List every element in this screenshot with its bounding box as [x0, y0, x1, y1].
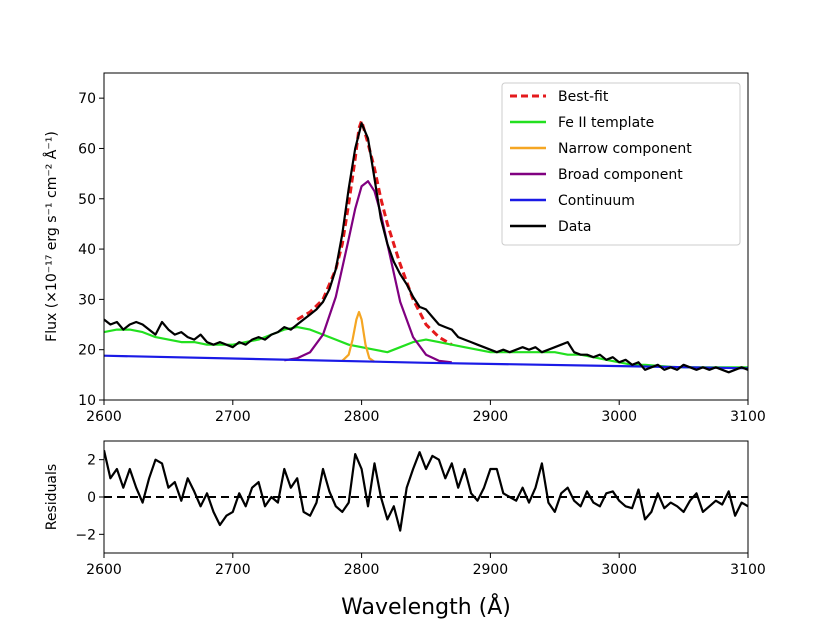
x-tick-label: 3100 — [730, 409, 766, 425]
y-tick-label: 50 — [78, 192, 96, 208]
legend-label: Best-fit — [558, 89, 609, 105]
y-tick-label: 20 — [78, 343, 96, 359]
x-tick-label: 3000 — [601, 409, 637, 425]
plot-area — [104, 119, 748, 374]
y-tick-label: 70 — [78, 91, 96, 107]
x-tick-label: 2900 — [473, 409, 509, 425]
series-line — [104, 122, 748, 374]
x-axis-label: Wavelength (Å) — [341, 593, 511, 620]
series-line — [104, 450, 748, 532]
legend-label: Continuum — [558, 193, 635, 209]
y-tick-label: 2 — [87, 453, 96, 469]
x-tick-label: 2700 — [215, 562, 251, 578]
series-line — [341, 310, 376, 363]
y-tick-label: 10 — [78, 393, 96, 409]
series-line — [284, 180, 452, 364]
y-tick-label: 40 — [78, 242, 96, 258]
legend-label: Fe II template — [558, 115, 654, 131]
x-tick-label: 2600 — [86, 409, 122, 425]
x-tick-label: 3100 — [730, 562, 766, 578]
y-tick-label: 30 — [78, 292, 96, 308]
x-tick-label: 2600 — [86, 562, 122, 578]
x-tick-label: 3000 — [601, 562, 637, 578]
x-tick-label: 2900 — [473, 562, 509, 578]
plot-area — [104, 450, 748, 532]
legend-box — [501, 82, 741, 246]
axes-frame — [103, 72, 749, 401]
y-tick-label: 0 — [87, 490, 96, 506]
legend-label: Data — [558, 219, 591, 235]
series-line — [104, 326, 748, 369]
legend-label: Narrow component — [558, 141, 692, 157]
y-axis-label: Residuals — [44, 464, 60, 530]
y-tick-label: −2 — [75, 527, 96, 543]
legend-label: Broad component — [558, 167, 683, 183]
y-axis-label: Flux (×10⁻¹⁷ erg s⁻¹ cm⁻² Å⁻¹) — [43, 131, 60, 342]
x-tick-label: 2800 — [344, 409, 380, 425]
x-tick-label: 2800 — [344, 562, 380, 578]
x-tick-label: 2700 — [215, 409, 251, 425]
y-tick-label: 60 — [78, 141, 96, 157]
